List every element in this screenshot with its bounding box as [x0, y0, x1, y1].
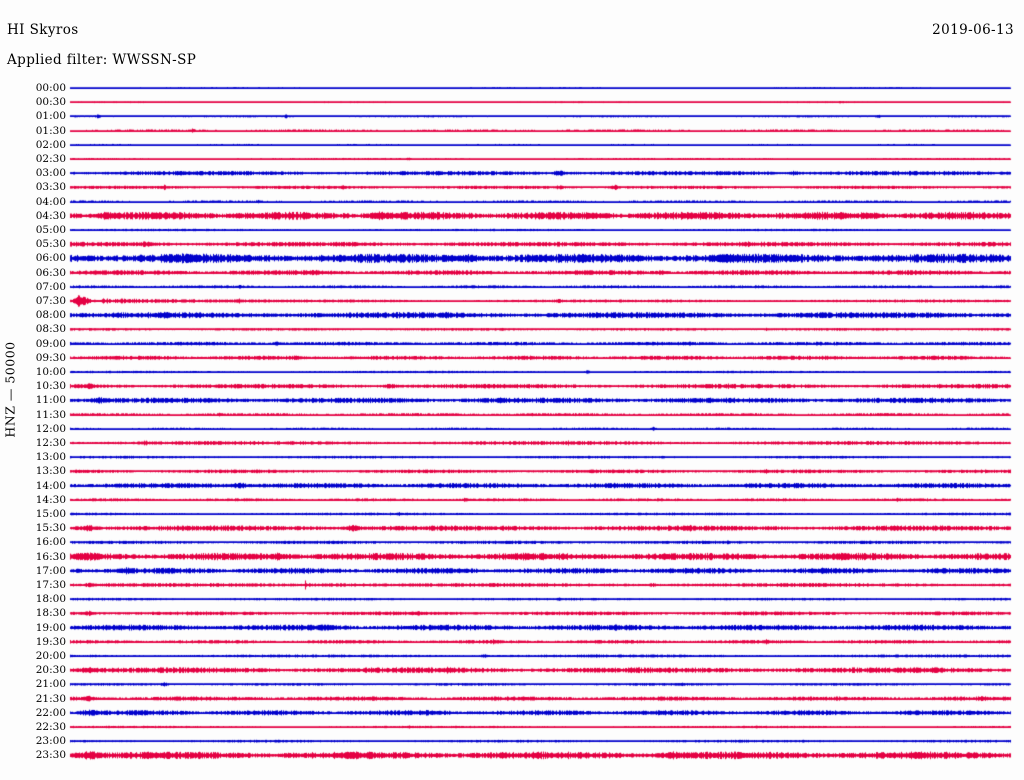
time-tick-label: 19:00: [35, 621, 66, 634]
time-tick-label: 21:30: [35, 692, 66, 705]
time-tick-label: 04:30: [35, 209, 66, 222]
time-tick-label: 06:00: [35, 252, 66, 265]
time-tick-label: 16:00: [35, 536, 66, 549]
seismogram-plot-area: [0, 80, 1024, 780]
y-axis-label-container: HNZ — 50000: [0, 300, 20, 480]
time-axis-tick-labels: 00:00 00:30 01:00 01:30 02:00 02:30 03:00 03:30…: [14, 80, 66, 780]
time-tick-label: 12:30: [35, 437, 66, 449]
time-tick-label: 08:30: [35, 323, 66, 336]
time-tick-label: 23:00: [35, 735, 66, 748]
time-tick-label: 11:00: [35, 394, 66, 407]
time-tick-label: 02:00: [35, 138, 66, 151]
time-tick-label: 17:00: [35, 564, 66, 577]
station-title: HI Skyros: [7, 22, 79, 38]
time-tick-label: 09:00: [35, 337, 66, 350]
time-tick-label: 19:30: [35, 635, 66, 648]
time-tick-label: 09:30: [35, 351, 66, 364]
time-tick-label: 01:00: [35, 110, 66, 123]
time-tick-label: 14:30: [35, 493, 66, 506]
time-tick-label: 22:00: [35, 706, 66, 719]
time-tick-label: 18:00: [35, 593, 66, 606]
time-tick-label: 18:30: [35, 607, 66, 620]
time-tick-label: 07:00: [35, 280, 66, 293]
time-tick-label: 10:00: [35, 366, 66, 378]
date-label: 2019-06-13: [932, 22, 1014, 38]
time-tick-label: 00:00: [35, 82, 66, 94]
time-tick-label: 23:30: [35, 749, 66, 762]
time-tick-label: 20:00: [35, 650, 66, 662]
time-tick-label: 12:00: [35, 422, 66, 435]
time-tick-label: 02:30: [35, 153, 66, 165]
time-tick-label: 15:30: [35, 522, 66, 535]
applied-filter-label: Applied filter: WWSSN-SP: [7, 52, 197, 68]
time-tick-label: 00:30: [35, 96, 66, 109]
time-tick-label: 06:30: [35, 266, 66, 279]
time-tick-label: 16:30: [35, 550, 66, 563]
y-axis-label: HNZ — 50000: [2, 341, 18, 438]
time-tick-label: 21:00: [35, 678, 66, 691]
time-tick-label: 20:30: [35, 664, 66, 677]
time-tick-label: 04:00: [35, 195, 66, 208]
time-tick-label: 22:30: [35, 721, 66, 733]
time-tick-label: 03:00: [35, 167, 66, 180]
time-tick-label: 11:30: [35, 408, 66, 421]
time-tick-label: 10:30: [35, 380, 66, 393]
time-tick-label: 05:00: [35, 224, 66, 236]
time-tick-label: 14:00: [35, 479, 66, 492]
time-tick-label: 03:30: [35, 181, 66, 194]
time-tick-label: 13:00: [35, 451, 66, 464]
time-tick-label: 08:00: [35, 309, 66, 322]
time-tick-label: 05:30: [35, 238, 66, 251]
time-tick-label: 15:00: [35, 508, 66, 520]
time-tick-label: 17:30: [35, 579, 66, 591]
seismogram-traces-canvas: [0, 80, 1024, 780]
time-tick-label: 13:30: [35, 465, 66, 478]
time-tick-label: 07:30: [35, 295, 66, 307]
time-tick-label: 01:30: [35, 124, 66, 137]
